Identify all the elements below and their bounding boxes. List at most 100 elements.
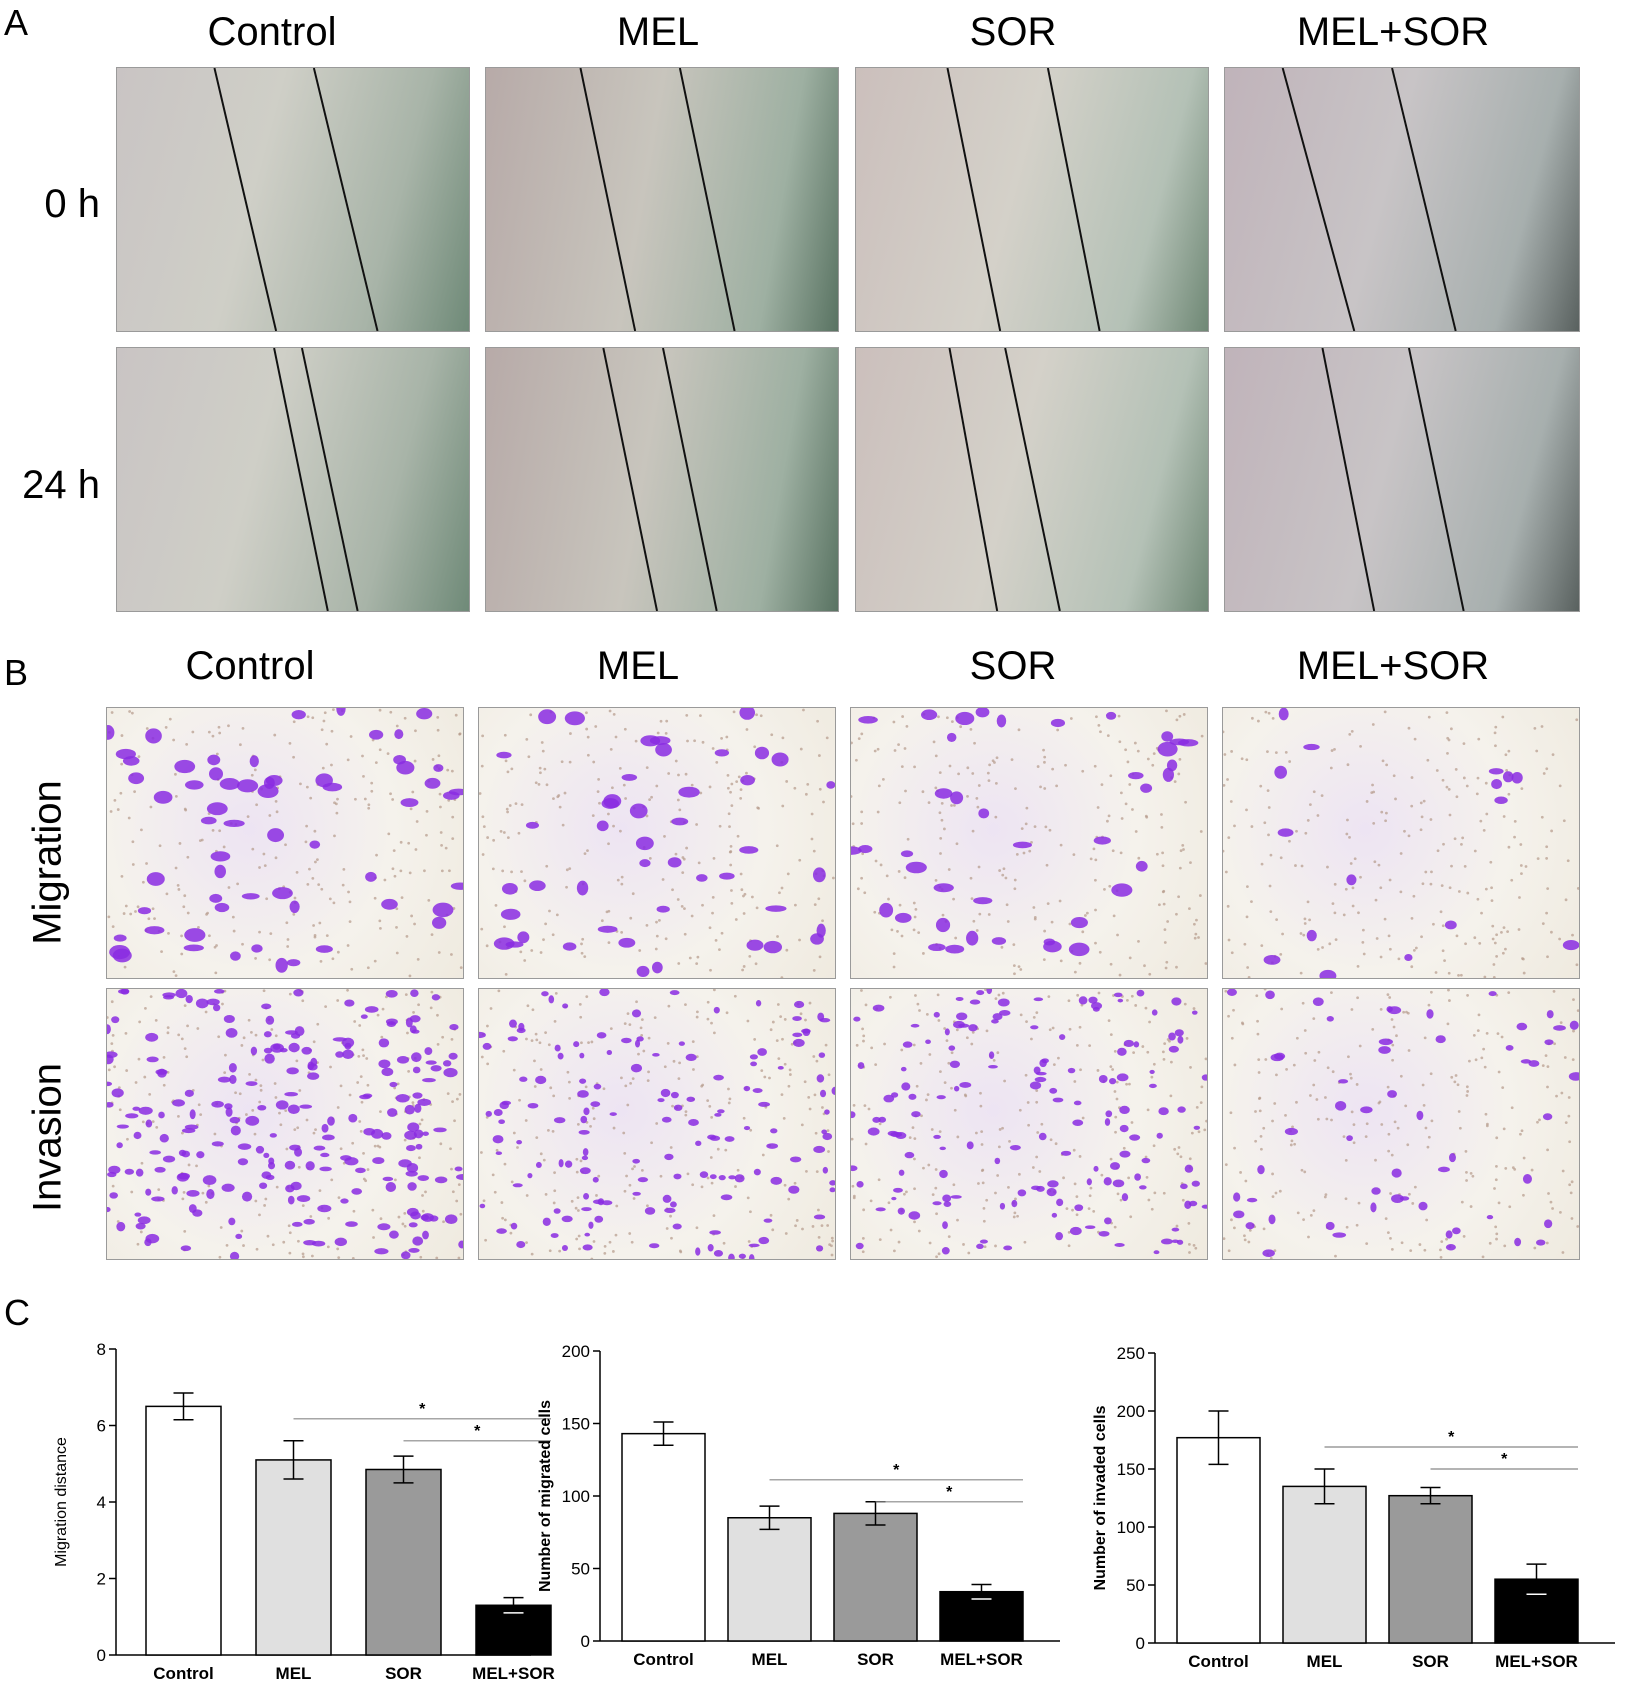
stained-cell xyxy=(584,1232,591,1237)
x-tick-label: SOR xyxy=(385,1664,422,1683)
stained-cell xyxy=(267,828,285,843)
transwell-image-mel-migration xyxy=(478,707,836,979)
stained-cell xyxy=(421,1213,434,1222)
stained-cell xyxy=(664,1153,674,1161)
stained-cell xyxy=(1171,1239,1179,1243)
stained-cell xyxy=(359,1094,371,1100)
stained-cell xyxy=(1068,942,1090,957)
stained-cell xyxy=(401,1251,411,1259)
stained-cell xyxy=(398,1159,412,1168)
stained-cell xyxy=(955,996,964,1002)
stained-cell xyxy=(975,708,990,718)
stained-cell xyxy=(214,902,230,913)
stained-cell xyxy=(307,1063,318,1071)
bar xyxy=(1176,1436,1261,1644)
stained-cell xyxy=(1128,771,1144,780)
stained-cell xyxy=(771,752,789,767)
stained-cell xyxy=(1312,997,1324,1006)
stained-cell xyxy=(908,1093,917,1100)
stained-cell xyxy=(599,989,610,997)
stained-cell xyxy=(1151,1009,1158,1016)
stained-cell xyxy=(211,1100,224,1108)
stained-cell xyxy=(720,1194,733,1201)
stained-cell xyxy=(1056,1198,1064,1207)
stained-cell xyxy=(230,951,241,961)
stained-cell xyxy=(1093,1165,1099,1172)
stained-cell xyxy=(448,1052,458,1060)
stained-cell xyxy=(1074,1204,1084,1212)
panel-a-row-24h: 24 h xyxy=(22,463,100,507)
stained-cell xyxy=(411,1052,422,1063)
stained-cell xyxy=(159,1133,169,1143)
stained-cell xyxy=(541,991,549,997)
x-tick-label: MEL xyxy=(276,1664,312,1683)
x-tick-label: MEL+SOR xyxy=(940,1650,1023,1669)
stained-cell xyxy=(824,1109,830,1115)
stained-cell xyxy=(695,1140,702,1146)
stained-cell xyxy=(1055,1231,1064,1241)
y-axis-label: Number of migrated cells xyxy=(537,1400,554,1592)
stained-cell xyxy=(1030,1025,1039,1030)
stained-cell xyxy=(597,925,618,933)
stained-cell xyxy=(1177,1035,1184,1044)
stained-cell xyxy=(636,965,650,977)
stained-cell xyxy=(493,1108,503,1116)
stained-cell xyxy=(976,990,985,996)
stained-cell xyxy=(1528,1060,1540,1067)
y-tick-label: 100 xyxy=(1117,1518,1145,1537)
stained-cell xyxy=(1542,1113,1553,1121)
stained-cell xyxy=(213,1004,221,1012)
transwell-image-mel-invasion xyxy=(478,988,836,1260)
stained-cell xyxy=(592,1176,599,1183)
stained-cell xyxy=(135,1168,144,1177)
stained-cell xyxy=(739,846,759,854)
stained-cell xyxy=(510,1222,518,1230)
stained-cell xyxy=(1233,1192,1241,1202)
stained-cell xyxy=(734,1174,745,1183)
stained-cell xyxy=(185,994,193,1004)
stained-cell xyxy=(263,1152,270,1158)
stained-cell xyxy=(1257,1164,1265,1175)
stained-cell xyxy=(1033,1066,1041,1075)
stained-cell xyxy=(1174,1029,1184,1037)
stained-cell xyxy=(576,880,589,896)
stained-cell xyxy=(389,1230,399,1239)
stained-cell xyxy=(1201,1204,1207,1209)
stained-cell xyxy=(296,1195,311,1203)
stained-cell xyxy=(908,1211,921,1220)
scratch-image-mel-24h xyxy=(485,347,839,612)
stained-cell xyxy=(284,1160,296,1170)
stained-cell xyxy=(939,1169,948,1179)
stained-cell xyxy=(1319,969,1337,978)
stained-cell xyxy=(933,883,954,893)
stained-cell xyxy=(999,1009,1011,1016)
stained-cell xyxy=(656,905,670,913)
stained-cell xyxy=(1435,1035,1446,1044)
stained-cell xyxy=(564,711,585,726)
stained-cell xyxy=(1233,1210,1245,1219)
stained-cell xyxy=(593,1083,602,1090)
stained-cell xyxy=(905,861,927,874)
stained-cell xyxy=(713,1006,720,1014)
y-tick-label: 50 xyxy=(1126,1576,1145,1595)
stained-cell xyxy=(1306,929,1317,942)
stained-cell xyxy=(237,1158,249,1166)
stained-cell xyxy=(1060,1150,1072,1156)
stained-cell xyxy=(1303,743,1320,751)
stained-cell xyxy=(670,1201,677,1208)
stained-cell xyxy=(755,1000,762,1007)
stained-cell xyxy=(153,790,173,804)
stained-cell xyxy=(479,1203,486,1209)
stained-cell xyxy=(1067,1067,1076,1074)
stained-cell xyxy=(562,1003,569,1009)
x-tick-label: SOR xyxy=(857,1650,894,1669)
stained-cell xyxy=(374,1248,389,1255)
stained-cell xyxy=(275,1100,289,1110)
stained-cell xyxy=(237,1143,252,1150)
stained-cell xyxy=(1119,1105,1130,1115)
stained-cell xyxy=(1098,1074,1108,1084)
stained-cell xyxy=(1332,1232,1347,1238)
significance-star: * xyxy=(893,1462,900,1479)
stained-cell xyxy=(672,1223,682,1230)
stained-cell xyxy=(529,880,546,892)
